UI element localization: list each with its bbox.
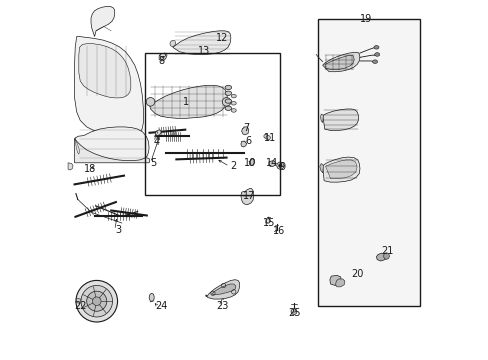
Text: 22: 22: [74, 301, 86, 311]
Polygon shape: [319, 163, 323, 173]
Text: 18: 18: [83, 163, 96, 174]
Polygon shape: [205, 280, 239, 299]
Ellipse shape: [224, 85, 231, 90]
Polygon shape: [241, 189, 253, 204]
Text: 14: 14: [266, 158, 278, 168]
Ellipse shape: [231, 94, 236, 98]
Ellipse shape: [373, 45, 378, 49]
Polygon shape: [68, 163, 73, 170]
Circle shape: [76, 280, 117, 322]
Polygon shape: [329, 275, 341, 285]
Polygon shape: [241, 141, 246, 147]
Ellipse shape: [383, 253, 388, 259]
Text: 5: 5: [150, 158, 156, 168]
Polygon shape: [149, 293, 154, 302]
Polygon shape: [335, 279, 344, 287]
Polygon shape: [79, 44, 131, 98]
Circle shape: [146, 98, 155, 106]
Text: 8: 8: [158, 56, 164, 66]
Text: 23: 23: [216, 301, 228, 311]
Text: 21: 21: [380, 246, 393, 256]
Text: 4: 4: [153, 137, 160, 147]
Polygon shape: [76, 298, 81, 303]
Polygon shape: [324, 55, 353, 69]
Polygon shape: [74, 37, 143, 139]
Circle shape: [264, 134, 267, 138]
Text: 9: 9: [279, 162, 285, 172]
Text: 7: 7: [243, 123, 249, 133]
Text: 12: 12: [216, 33, 228, 43]
Circle shape: [290, 309, 296, 315]
Circle shape: [265, 135, 270, 140]
Ellipse shape: [224, 99, 231, 103]
Ellipse shape: [231, 109, 236, 112]
Ellipse shape: [224, 106, 231, 111]
Circle shape: [276, 162, 284, 169]
Polygon shape: [249, 158, 254, 166]
Text: 25: 25: [288, 309, 300, 318]
Text: 15: 15: [262, 218, 275, 228]
Polygon shape: [268, 161, 275, 166]
Polygon shape: [320, 114, 323, 123]
Ellipse shape: [374, 53, 379, 56]
Polygon shape: [159, 53, 167, 61]
Polygon shape: [149, 85, 227, 118]
Polygon shape: [322, 52, 359, 72]
Text: 2: 2: [229, 161, 236, 171]
Text: 20: 20: [350, 269, 363, 279]
Text: 3: 3: [115, 225, 121, 235]
Polygon shape: [91, 6, 115, 37]
Polygon shape: [74, 139, 149, 163]
Polygon shape: [155, 130, 161, 135]
Bar: [317, 19, 419, 306]
Polygon shape: [75, 138, 80, 154]
Polygon shape: [325, 160, 356, 179]
Ellipse shape: [224, 91, 231, 95]
Text: 11: 11: [264, 133, 276, 143]
Polygon shape: [172, 31, 230, 54]
Polygon shape: [241, 127, 248, 135]
Polygon shape: [169, 40, 175, 46]
Text: 19: 19: [360, 14, 372, 24]
Text: 13: 13: [198, 46, 210, 56]
Circle shape: [278, 164, 282, 167]
Text: 6: 6: [244, 136, 251, 146]
Polygon shape: [322, 109, 358, 131]
Polygon shape: [322, 157, 359, 182]
Bar: [144, 53, 279, 195]
Text: 16: 16: [272, 226, 285, 236]
Polygon shape: [376, 253, 386, 261]
Circle shape: [265, 219, 270, 223]
Text: 24: 24: [155, 301, 167, 311]
Polygon shape: [74, 127, 149, 161]
Circle shape: [92, 297, 101, 306]
Circle shape: [222, 98, 230, 106]
Text: 1: 1: [183, 97, 189, 107]
Text: 17: 17: [242, 192, 254, 202]
Ellipse shape: [372, 60, 377, 63]
Circle shape: [86, 291, 106, 311]
Polygon shape: [211, 284, 235, 295]
Circle shape: [81, 285, 112, 317]
Ellipse shape: [231, 102, 236, 105]
Text: 10: 10: [243, 158, 256, 168]
